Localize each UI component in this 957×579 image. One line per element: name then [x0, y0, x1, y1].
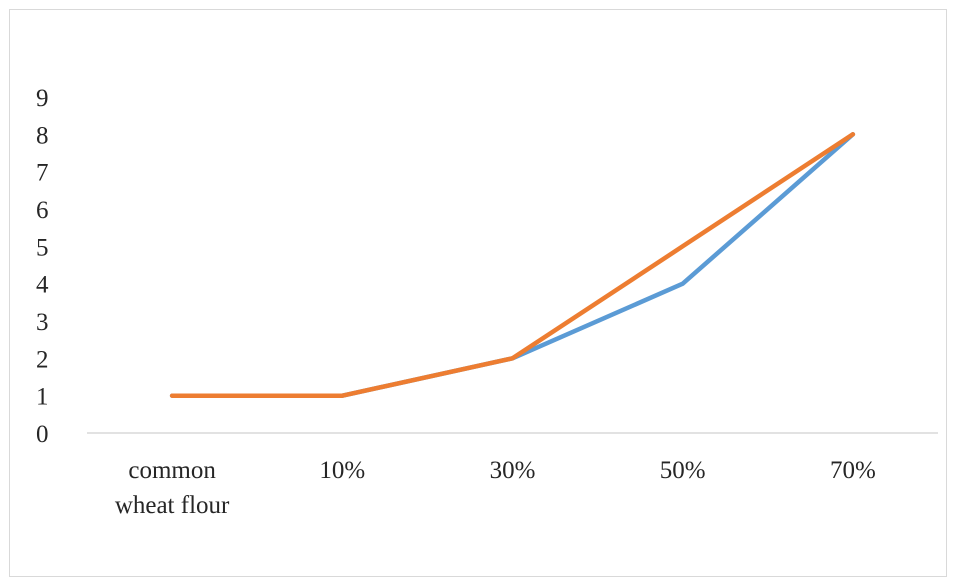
y-tick-label: 9 [36, 85, 49, 112]
y-tick-label: 0 [36, 421, 49, 448]
x-tick-label-line: 30% [490, 457, 536, 484]
y-tick-label: 1 [36, 384, 49, 411]
series-line-2 [169, 132, 856, 398]
y-tick-label: 6 [36, 197, 49, 224]
x-tick-label-line: 70% [830, 457, 876, 484]
x-tick-label-line: wheat flour [115, 492, 230, 519]
y-tick-label: 5 [36, 234, 49, 261]
series-layer [169, 132, 856, 398]
x-tick-label: 10% [319, 457, 365, 484]
y-tick-label: 8 [36, 122, 49, 149]
x-tick-labels: common wheat flour 10% 30% 50% 70% [115, 457, 876, 519]
y-tick-label: 7 [36, 160, 49, 187]
y-tick-label: 3 [36, 309, 49, 336]
y-tick-label: 4 [36, 272, 49, 299]
x-tick-label: 50% [660, 457, 706, 484]
x-tick-label: 30% [490, 457, 536, 484]
y-tick-labels: 0 1 2 3 4 5 6 7 8 9 [36, 85, 49, 448]
x-tick-label-line: 50% [660, 457, 706, 484]
x-tick-label: common wheat flour [115, 457, 230, 519]
x-tick-label-line: common [128, 457, 216, 484]
x-tick-label-line: 10% [319, 457, 365, 484]
y-tick-label: 2 [36, 346, 49, 373]
chart-frame [9, 9, 947, 577]
x-tick-label: 70% [830, 457, 876, 484]
